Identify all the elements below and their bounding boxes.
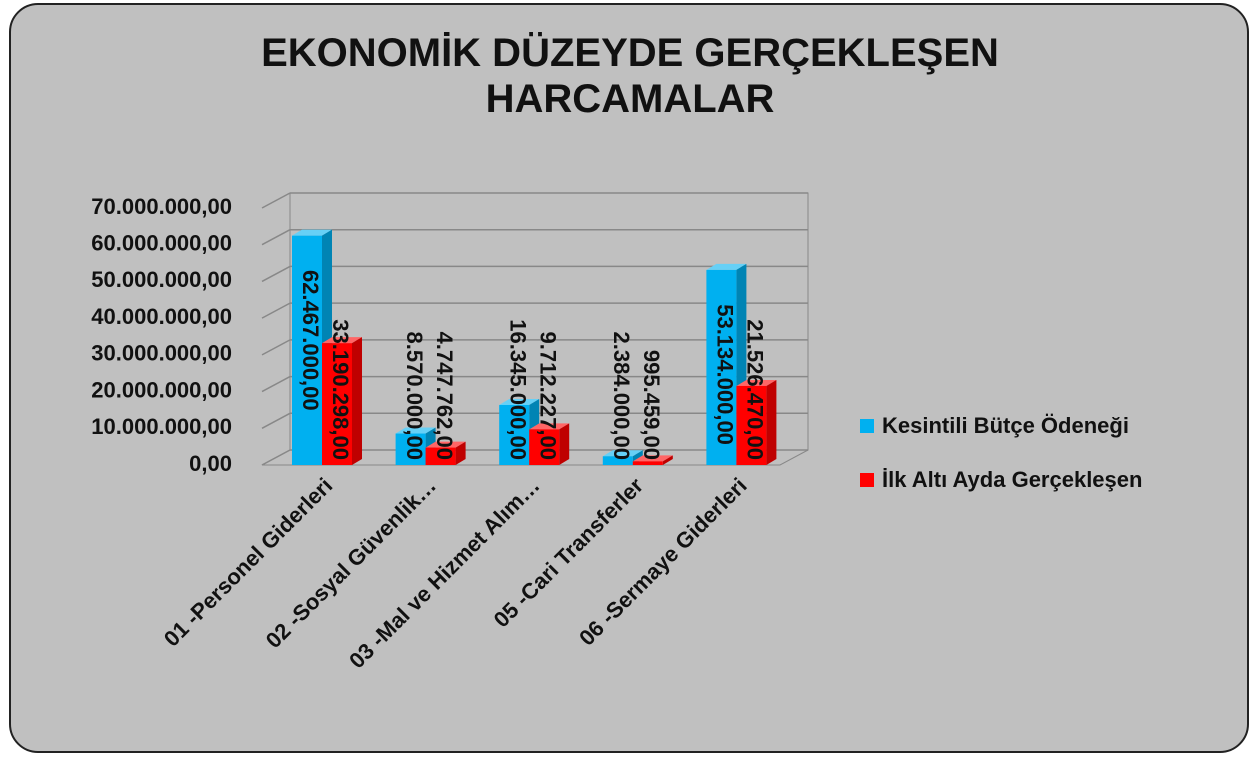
bar <box>602 456 633 465</box>
grid-line-side <box>261 375 291 393</box>
grid-line-side <box>261 302 291 319</box>
value-label: 33.190.298,00 <box>328 319 353 460</box>
bar-top <box>292 229 332 236</box>
bar-top <box>736 379 777 386</box>
value-label: 4.747.762,00 <box>432 332 457 460</box>
bar-top <box>602 450 643 457</box>
y-tick-label: 30.000.000,00 <box>91 341 232 366</box>
value-label: 995.459,00 <box>639 350 664 460</box>
legend-label: İlk Altı Ayda Gerçekleşen <box>882 467 1142 492</box>
value-label: 8.570.000,00 <box>402 332 427 460</box>
bar-top <box>322 337 362 344</box>
bar-top <box>632 455 673 462</box>
legend-swatch <box>860 473 874 487</box>
grid-line-side <box>261 229 291 246</box>
grid-line-side <box>261 449 291 466</box>
bar-side <box>662 455 673 465</box>
y-tick-label: 20.000.000,00 <box>91 377 232 402</box>
chart-title: EKONOMİK DÜZEYDE GERÇEKLEŞEN HARCAMALAR <box>261 31 999 121</box>
value-label: 9.712.227,00 <box>535 332 560 460</box>
grid-line-side <box>261 265 291 283</box>
bar <box>632 461 663 465</box>
value-label: 2.384.000,00 <box>609 332 634 460</box>
bar-side <box>766 379 777 465</box>
bar <box>425 447 456 465</box>
bar-side <box>559 423 570 465</box>
chart-background <box>9 3 1249 753</box>
bar-top <box>395 427 436 434</box>
legend-swatch <box>860 419 874 433</box>
legend-label: Kesintili Bütçe Ödeneği <box>882 413 1129 438</box>
grid-line-side <box>261 339 291 356</box>
bar <box>292 235 322 465</box>
y-tick-label: 50.000.000,00 <box>91 267 232 292</box>
bar <box>529 429 560 465</box>
value-label: 53.134.000,00 <box>713 304 738 445</box>
bar-top <box>529 423 570 430</box>
value-label: 62.467.000,00 <box>298 270 323 411</box>
y-tick-label: 40.000.000,00 <box>91 304 232 329</box>
bar-top <box>425 441 466 448</box>
bar <box>499 404 530 465</box>
bar <box>395 433 426 465</box>
bar-side <box>352 337 362 465</box>
value-label: 16.345.000,00 <box>505 319 530 460</box>
y-tick-label: 10.000.000,00 <box>91 414 232 439</box>
bar <box>322 343 352 465</box>
grid-line-side <box>261 192 291 209</box>
bar-side <box>455 441 466 465</box>
grid-line-side <box>261 412 291 429</box>
bar-top <box>706 263 747 270</box>
y-tick-label: 60.000.000,00 <box>91 231 232 256</box>
y-tick-label: 0,00 <box>189 451 232 476</box>
y-tick-label: 70.000.000,00 <box>91 194 232 219</box>
bar-top <box>499 398 540 405</box>
bar <box>706 269 737 465</box>
bar <box>736 385 767 465</box>
value-label: 21.526.470,00 <box>743 319 768 460</box>
